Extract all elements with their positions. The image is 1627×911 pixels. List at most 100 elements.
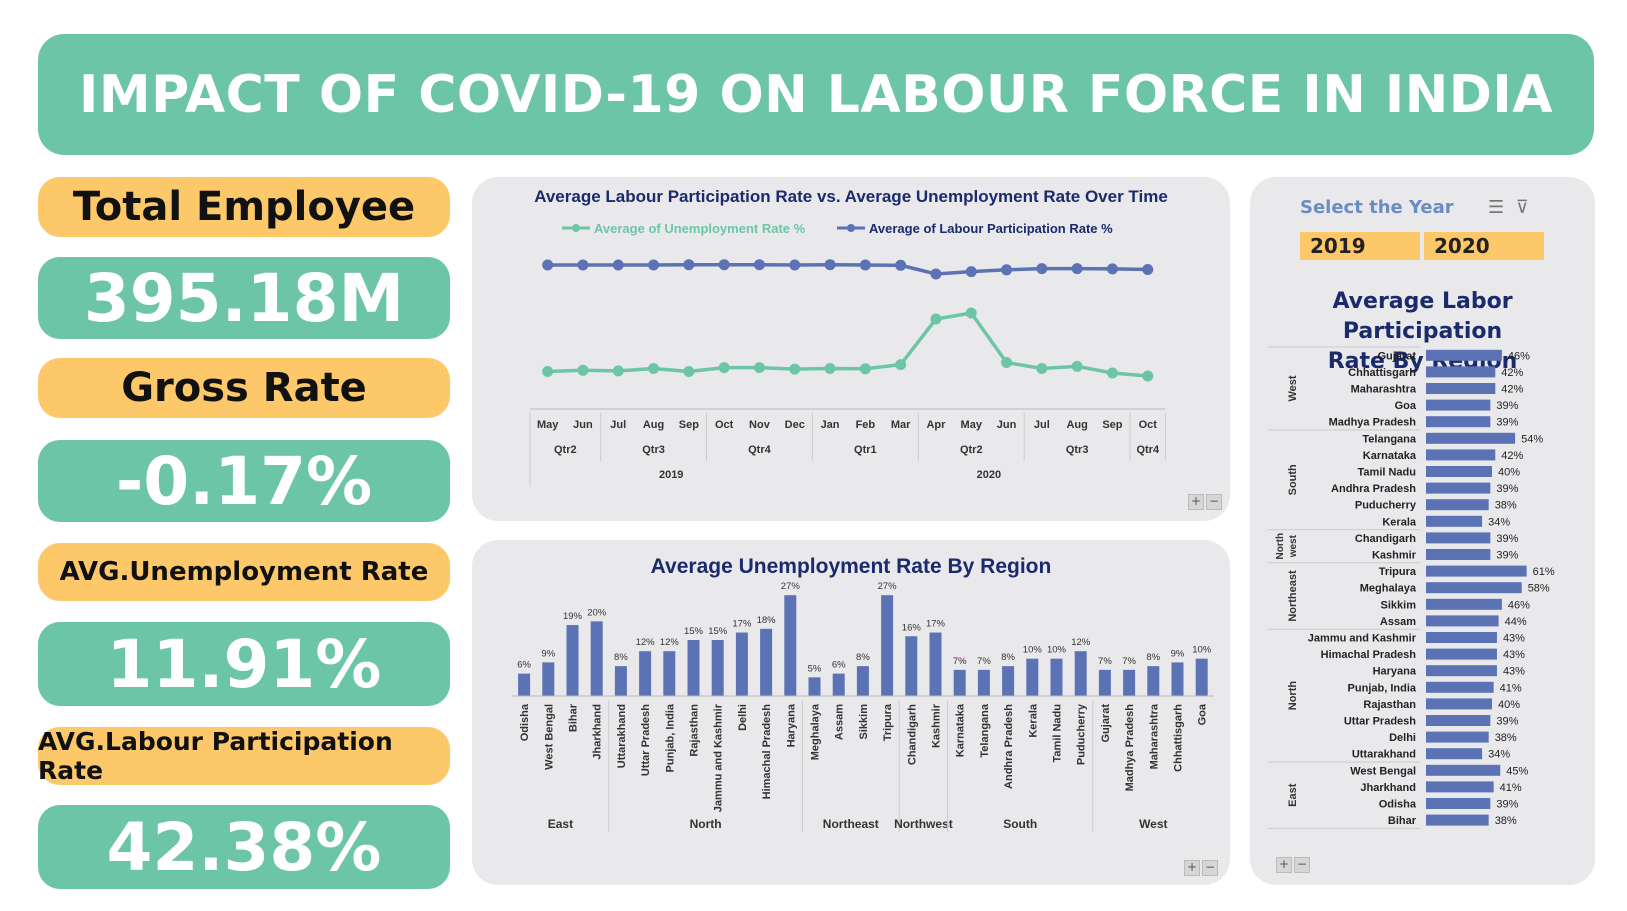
state-tick-label: Punjab, India	[1348, 682, 1417, 694]
region-label: North	[1287, 681, 1299, 711]
expand-icon[interactable]: +	[1184, 860, 1200, 876]
month-tick-label: Sep	[679, 419, 699, 431]
multi-select-icon[interactable]: ☰	[1488, 197, 1505, 218]
year-slicer-title: Select the Year	[1300, 197, 1454, 218]
unemployment-region-chart: Average Unemployment Rate By Region 6% Odi…	[512, 555, 1214, 832]
lpr-value-label: 46%	[1508, 350, 1530, 362]
avg-unemployment-label: AVG.Unemployment Rate	[38, 543, 450, 601]
state-tick-label: Jharkhand	[592, 704, 604, 760]
state-tick-label: Andhra Pradesh	[1003, 704, 1015, 789]
region-label: East	[1287, 783, 1299, 807]
series-point-0-4	[683, 366, 695, 377]
quarter-label: Qtr1	[854, 444, 877, 456]
lpr-bar	[1426, 432, 1516, 444]
column-value-label: 16%	[902, 622, 922, 633]
column-value-label: 8%	[1146, 652, 1160, 663]
state-tick-label: Telangana	[1362, 433, 1416, 445]
month-tick-label: Jul	[1034, 419, 1050, 431]
column-value-label: 12%	[660, 637, 680, 648]
quarter-label: Qtr3	[1066, 444, 1089, 456]
legend-label-0: Average of Unemployment Rate %	[594, 221, 806, 236]
lpr-value-label: 42%	[1501, 384, 1523, 396]
column-bar	[1123, 669, 1136, 696]
expand-icon[interactable]: +	[1188, 494, 1204, 510]
region-label: East	[548, 817, 573, 831]
lpr-value-label: 43%	[1503, 649, 1525, 661]
title-banner: IMPACT OF COVID-19 ON LABOUR FORCE IN IN…	[38, 34, 1594, 155]
state-tick-label: Kashmir	[931, 703, 943, 748]
column-value-label: 20%	[587, 607, 607, 618]
state-tick-label: Gujarat	[1377, 350, 1416, 362]
series-point-1-14	[1036, 263, 1048, 275]
lpr-bar	[1426, 715, 1491, 726]
column-bar	[1050, 658, 1063, 696]
year-button-2020[interactable]: 2020	[1424, 232, 1544, 260]
month-tick-label: Jun	[573, 419, 593, 431]
state-tick-label: Tamil Nadu	[1358, 467, 1416, 479]
state-tick-label: Jammu and Kashmir	[713, 703, 725, 812]
series-point-0-6	[753, 362, 765, 374]
state-tick-label: Telangana	[979, 703, 991, 757]
state-tick-label: Tripura	[882, 703, 894, 741]
lpr-bar	[1426, 698, 1492, 710]
column-bar	[687, 640, 700, 696]
series-point-0-12	[965, 307, 977, 319]
column-bar	[1074, 651, 1087, 696]
series-point-1-8	[824, 259, 836, 271]
expand-icon[interactable]: +	[1276, 857, 1292, 873]
chart-zoom-controls[interactable]: + −	[1276, 857, 1310, 873]
series-point-1-12	[965, 266, 977, 278]
quarter-label: Qtr4	[748, 444, 772, 456]
column-value-label: 27%	[781, 581, 801, 592]
collapse-icon[interactable]: −	[1202, 860, 1218, 876]
state-tick-label: Uttar Pradesh	[640, 704, 652, 776]
region-label: South	[1287, 464, 1299, 495]
series-line-0	[547, 311, 1148, 378]
state-tick-label: Delhi	[1389, 732, 1416, 744]
chart-zoom-controls[interactable]: + −	[1184, 860, 1218, 876]
state-tick-label: Maharashtra	[1148, 703, 1160, 769]
column-bar	[542, 662, 555, 696]
state-tick-label: Rajasthan	[1363, 699, 1416, 711]
state-tick-label: Jammu and Kashmir	[1308, 633, 1417, 645]
month-tick-label: Nov	[749, 419, 771, 431]
year-button-2019[interactable]: 2019	[1300, 232, 1420, 260]
region-label: West	[1139, 817, 1167, 831]
state-tick-label: Chandigarh	[906, 704, 918, 765]
lpr-value-label: 38%	[1495, 500, 1517, 512]
lpr-bar	[1426, 366, 1496, 378]
column-bar	[953, 669, 966, 696]
state-tick-label: West Bengal	[543, 704, 555, 770]
lpr-value-label: 58%	[1528, 583, 1550, 595]
lpr-bar	[1426, 582, 1522, 594]
lpr-value-label: 42%	[1501, 450, 1523, 462]
column-value-label: 10%	[1023, 645, 1043, 656]
column-bar	[518, 673, 531, 696]
state-tick-label: Haryana	[1373, 666, 1417, 678]
total-employee-value: 395.18M	[38, 257, 450, 339]
column-chart-title: Average Unemployment Rate By Region	[651, 555, 1052, 578]
lpr-value-label: 39%	[1496, 550, 1518, 562]
column-value-label: 17%	[926, 619, 946, 630]
clear-filter-icon[interactable]: ⊽	[1515, 197, 1529, 218]
column-value-label: 7%	[1098, 656, 1112, 667]
chart-zoom-controls[interactable]: + −	[1188, 494, 1222, 510]
column-value-label: 6%	[517, 660, 531, 671]
column-value-label: 18%	[757, 615, 777, 626]
series-point-0-11	[930, 313, 942, 325]
quarter-label: Qtr3	[642, 444, 665, 456]
collapse-icon[interactable]: −	[1294, 857, 1310, 873]
collapse-icon[interactable]: −	[1206, 494, 1222, 510]
state-tick-label: Uttar Pradesh	[1344, 716, 1416, 728]
state-tick-label: Assam	[1380, 616, 1416, 628]
state-tick-label: Himachal Pradesh	[1321, 649, 1417, 661]
column-value-label: 9%	[541, 648, 555, 659]
column-bar	[614, 666, 627, 696]
lpr-bar	[1426, 665, 1497, 677]
series-point-0-10	[895, 359, 907, 371]
state-tick-label: Karnataka	[955, 703, 967, 757]
legend-label-1: Average of Labour Participation Rate %	[869, 221, 1113, 236]
month-tick-label: Dec	[785, 419, 805, 431]
month-tick-label: Sep	[1102, 419, 1122, 431]
region-label: West	[1287, 375, 1299, 401]
